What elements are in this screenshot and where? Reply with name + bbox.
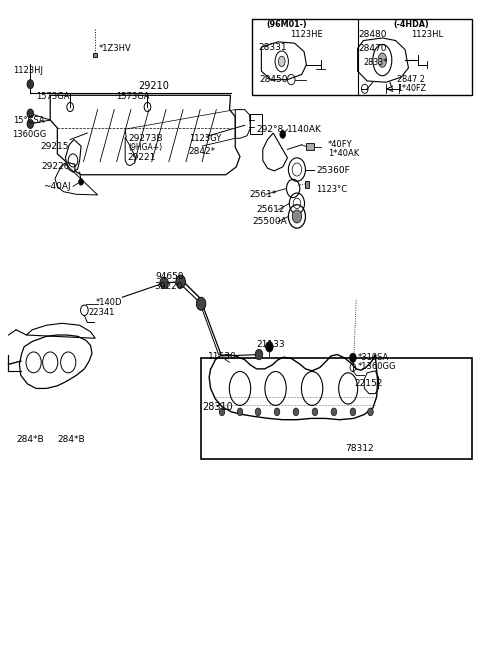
Text: 292°8: 292°8 [257,125,284,133]
Ellipse shape [378,53,386,67]
Text: ~40AJ: ~40AJ [43,182,71,191]
Circle shape [219,408,225,416]
Text: 1*40FZ: 1*40FZ [397,84,427,93]
Circle shape [27,109,34,118]
Text: 2833*: 2833* [363,58,387,67]
Circle shape [196,297,206,310]
Text: (-4HDA): (-4HDA) [394,20,430,30]
Circle shape [160,277,168,289]
Text: 25500A: 25500A [252,217,287,226]
Text: *310SA: *310SA [358,353,389,361]
Circle shape [293,408,299,416]
Text: 2847 2: 2847 2 [396,75,424,84]
Circle shape [255,408,261,416]
Circle shape [265,342,273,352]
Text: *1Z3HV: *1Z3HV [98,44,132,53]
Text: 25360F: 25360F [316,166,349,175]
Text: 78312: 78312 [345,444,374,453]
Text: 2842*: 2842* [189,147,216,156]
Text: 284*B: 284*B [16,435,44,443]
Circle shape [368,408,373,416]
Text: *40FY: *40FY [328,141,352,149]
Text: 28480: 28480 [359,30,387,39]
Text: 28331: 28331 [258,43,287,52]
Circle shape [349,353,356,363]
Text: 25612: 25612 [257,206,285,214]
Text: 29226: 29226 [42,162,70,171]
Text: 1*40AK: 1*40AK [328,149,359,158]
Text: 1123HJ: 1123HJ [13,66,43,75]
Circle shape [312,408,318,416]
Bar [201,358,472,459]
Circle shape [176,275,185,288]
Text: 29215: 29215 [41,142,69,150]
Circle shape [237,408,243,416]
Text: 29221: 29221 [127,153,156,162]
Text: *1360GG: *1360GG [358,362,396,371]
Text: 1140AK: 1140AK [287,125,322,133]
Text: (96M01-): (96M01-) [266,20,307,30]
Circle shape [27,79,34,89]
Text: 1360GG: 1360GG [12,130,47,139]
Circle shape [350,408,356,416]
Bar [306,143,314,150]
Bar [252,19,472,95]
Circle shape [280,131,286,138]
Text: 29273B: 29273B [129,134,163,143]
Text: 28450: 28450 [259,75,288,84]
Text: 1123HE: 1123HE [290,30,323,39]
Text: 15°CSA: 15°CSA [13,116,45,125]
Text: 22152: 22152 [355,379,383,388]
Text: 94650: 94650 [156,272,184,281]
Text: 22341: 22341 [88,308,115,317]
Circle shape [27,120,34,129]
Circle shape [292,210,301,223]
Text: 28470: 28470 [359,44,387,53]
Text: (9HGA+): (9HGA+) [129,143,163,152]
Text: 1123HL: 1123HL [411,30,443,39]
Text: 29210: 29210 [138,81,169,91]
Text: 284*B: 284*B [57,435,85,443]
Text: 1123°C: 1123°C [316,185,347,194]
Circle shape [331,408,337,416]
Text: 28310: 28310 [202,401,233,412]
Text: 1123GY: 1123GY [189,134,221,143]
Bar [251,114,262,135]
Text: *140D: *140D [96,298,122,307]
Bar [304,181,309,188]
Bar [94,53,97,57]
Circle shape [79,179,84,185]
Text: 1573GA: 1573GA [116,92,149,101]
Ellipse shape [278,57,285,66]
Text: 1573GA: 1573GA [36,92,70,101]
Text: 39220: 39220 [155,283,183,291]
Text: 11530: 11530 [208,352,237,361]
Circle shape [274,408,280,416]
Text: 2561*: 2561* [250,190,277,199]
Text: 21133: 21133 [257,340,285,350]
Circle shape [255,350,263,360]
